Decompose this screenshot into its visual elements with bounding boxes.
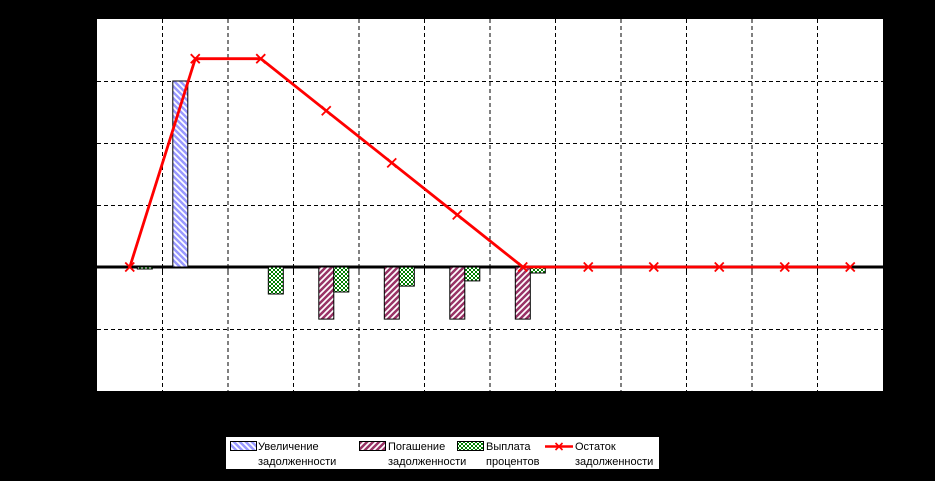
legend-label-line: Остаток xyxy=(575,441,616,453)
legend-label-line: Увеличение xyxy=(258,441,319,453)
balance-line-swatch-icon xyxy=(545,441,573,452)
bars-series-2 xyxy=(136,266,546,295)
bars-series-0 xyxy=(172,80,189,268)
increase-debt-swatch-icon xyxy=(230,441,258,452)
legend-label-line: Выплата xyxy=(486,441,531,453)
legend-label-line: задолженности xyxy=(388,456,467,468)
legend-label-interest: Выплата процентов xyxy=(486,440,539,470)
legend-label-increase: Увеличение задолженности xyxy=(258,440,336,470)
plot-area xyxy=(97,19,883,391)
legend-label-line: Погашение xyxy=(388,441,446,453)
legend-label-line: задолженности xyxy=(258,456,337,468)
legend-label-line: задолженности xyxy=(575,456,654,468)
repayment-swatch-icon xyxy=(359,441,387,452)
bars-series-1 xyxy=(318,266,531,320)
balance-line xyxy=(124,53,856,273)
legend-label-line: процентов xyxy=(486,456,540,468)
chart-canvas xyxy=(97,19,883,391)
legend-label-balance: Остаток задолженности xyxy=(575,440,653,470)
x-marker-icon xyxy=(124,53,856,273)
gridlines xyxy=(97,19,883,391)
legend-label-repayment: Погашение задолженности xyxy=(388,440,466,470)
legend: Увеличение задолженности Погашение задол… xyxy=(224,435,661,471)
interest-swatch-icon xyxy=(457,441,485,452)
